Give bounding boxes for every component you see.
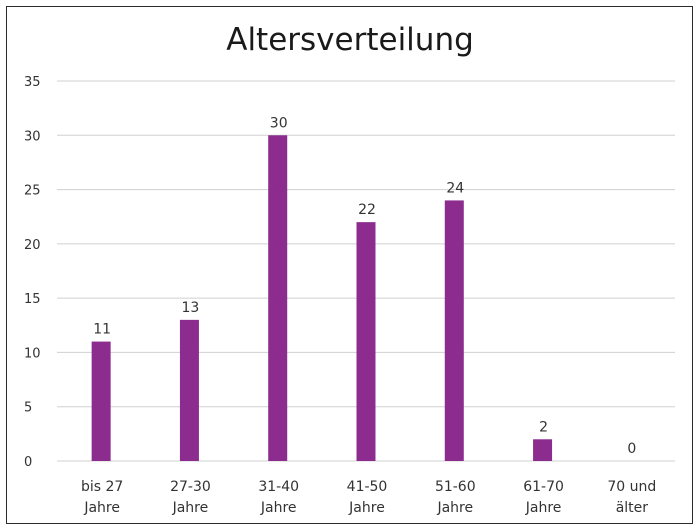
- chart-title: Altersverteilung: [226, 22, 474, 58]
- chart-frame: [6, 6, 693, 524]
- y-axis-ticks: 0 5 10 15 20 25 30 35: [24, 75, 41, 470]
- x-category-label: älter: [616, 500, 649, 516]
- y-tick-label: 5: [24, 401, 32, 416]
- x-category-label: 41-50: [347, 479, 388, 495]
- x-category-label: Jahre: [436, 500, 473, 516]
- y-tick-label: 20: [24, 238, 41, 253]
- data-label: 2: [539, 419, 548, 435]
- x-category-label: 51-60: [435, 479, 476, 495]
- x-category-label: 27-30: [170, 479, 211, 495]
- x-category-label: 61-70: [523, 479, 564, 495]
- bar: [268, 135, 288, 462]
- bars: [91, 135, 553, 462]
- x-axis-categories: bis 27 Jahre 27-30 Jahre 31-40 Jahre 41-50 Jahr…: [81, 479, 656, 516]
- bar: [179, 319, 199, 461]
- y-tick-label: 30: [24, 129, 41, 144]
- data-label: 0: [627, 441, 636, 457]
- bar: [91, 341, 111, 461]
- x-category-label: Jahre: [260, 500, 297, 516]
- x-category-label: 31-40: [258, 479, 299, 495]
- x-category-label: 70 und: [607, 479, 656, 495]
- data-label: 24: [446, 180, 464, 196]
- y-tick-label: 10: [24, 346, 41, 361]
- y-tick-label: 25: [24, 184, 41, 199]
- y-tick-label: 15: [24, 292, 41, 307]
- y-tick-label: 35: [24, 75, 41, 90]
- x-category-label: bis 27: [81, 479, 123, 495]
- data-label: 13: [182, 300, 200, 316]
- x-category-label: Jahre: [83, 500, 120, 516]
- bar: [356, 222, 376, 461]
- x-category-label: Jahre: [525, 500, 562, 516]
- x-category-label: Jahre: [348, 500, 385, 516]
- bar: [444, 200, 464, 461]
- data-labels: 11 13 30 22 24 2 0: [93, 115, 636, 457]
- data-label: 30: [270, 115, 288, 131]
- y-tick-label: 0: [24, 455, 32, 470]
- x-category-label: Jahre: [172, 500, 209, 516]
- data-label: 11: [93, 322, 111, 338]
- data-label: 22: [358, 202, 376, 218]
- bar: [533, 439, 553, 461]
